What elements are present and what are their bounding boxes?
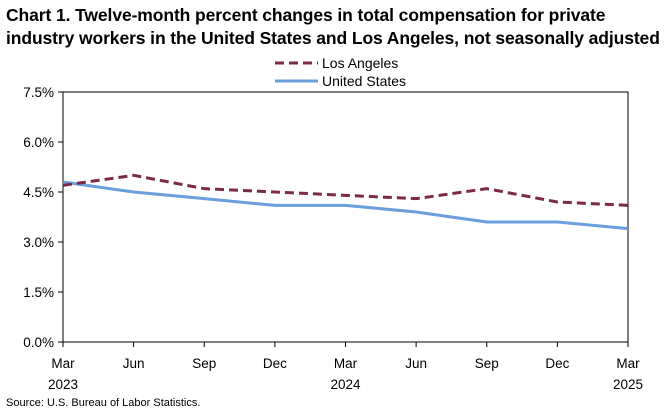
y-tick-label: 3.0%: [23, 235, 54, 250]
chart-axes: 0.0% 1.5% 3.0% 4.5% 6.0% 7.5% Mar 2023 Jun Sep Dec…: [23, 85, 643, 392]
legend-label-los-angeles: Los Angeles: [322, 55, 398, 71]
x-tick-label: Dec: [545, 356, 569, 371]
chart-legend: Los Angeles United States: [275, 55, 406, 89]
x-tick-label: Sep: [475, 356, 499, 371]
chart-title-line-1: Chart 1. Twelve-month percent changes in…: [6, 5, 606, 25]
plot-frame: [62, 91, 629, 343]
y-tick-label: 6.0%: [23, 135, 54, 150]
x-tick-year-label: 2024: [330, 377, 361, 392]
x-tick-label: Mar: [616, 356, 640, 371]
series-line-united-states: [62, 180, 629, 231]
series-line-los-angeles: [62, 173, 629, 207]
y-tick-label: 4.5%: [23, 185, 54, 200]
chart-title: Chart 1. Twelve-month percent changes in…: [6, 4, 666, 50]
x-tick-label: Dec: [263, 356, 287, 371]
y-tick-label: 0.0%: [23, 335, 54, 350]
x-tick-year-label: 2025: [613, 377, 643, 392]
x-tick-year-label: 2023: [48, 377, 78, 392]
legend-label-united-states: United States: [322, 73, 406, 89]
x-tick-label: Sep: [192, 356, 216, 371]
x-tick-label: Jun: [123, 356, 145, 371]
x-tick-label: Mar: [51, 356, 75, 371]
chart-series: [62, 173, 629, 231]
chart-title-line-2: industry workers in the United States an…: [6, 28, 660, 48]
source-note: Source: U.S. Bureau of Labor Statistics.: [6, 397, 201, 409]
y-tick-label: 7.5%: [23, 85, 54, 100]
x-tick-label: Jun: [405, 356, 427, 371]
x-tick-label: Mar: [334, 356, 358, 371]
y-tick-label: 1.5%: [23, 285, 54, 300]
